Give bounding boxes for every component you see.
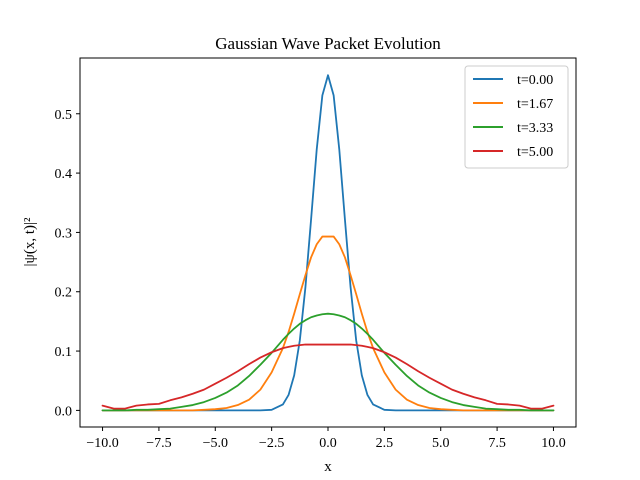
y-axis-ticks: 0.0 0.1 0.2 0.3 0.4 0.5 (55, 108, 80, 419)
y-tick-label: 0.4 (55, 167, 73, 182)
legend-box (464, 65, 569, 169)
x-tick-label: −7.5 (146, 436, 171, 451)
x-tick-label: 7.5 (488, 436, 506, 451)
chart-title: Gaussian Wave Packet Evolution (215, 34, 441, 53)
legend-label-0: t=0.00 (517, 73, 553, 88)
x-axis-label: x (324, 459, 332, 475)
legend-label-1: t=1.67 (517, 97, 553, 112)
plot-lines (101, 74, 555, 412)
y-tick-label: 0.0 (55, 404, 73, 419)
y-tick-label: 0.5 (55, 108, 73, 123)
x-tick-label: 5.0 (432, 436, 450, 451)
legend-label-2: t=3.33 (517, 121, 553, 136)
y-tick-label: 0.3 (55, 226, 73, 241)
x-tick-label: −10.0 (86, 436, 118, 451)
x-tick-label: 10.0 (541, 436, 566, 451)
x-tick-label: −2.5 (259, 436, 284, 451)
series-line-2 (101, 312, 555, 412)
x-tick-label: −5.0 (203, 436, 228, 451)
y-tick-label: 0.2 (55, 286, 73, 301)
x-tick-label: 2.5 (376, 436, 394, 451)
y-tick-label: 0.1 (55, 345, 73, 360)
legend: t=0.00 t=1.67 t=3.33 t=5.00 (464, 65, 569, 169)
y-axis-label: |ψ(x, t)|² (22, 217, 38, 267)
series-line-1 (101, 235, 555, 412)
x-axis-ticks: −10.0 −7.5 −5.0 −2.5 0.0 2.5 5.0 7.5 10.0 (86, 427, 566, 451)
series-line-3 (101, 343, 555, 410)
legend-label-3: t=5.00 (517, 145, 553, 160)
x-tick-label: 0.0 (319, 436, 337, 451)
